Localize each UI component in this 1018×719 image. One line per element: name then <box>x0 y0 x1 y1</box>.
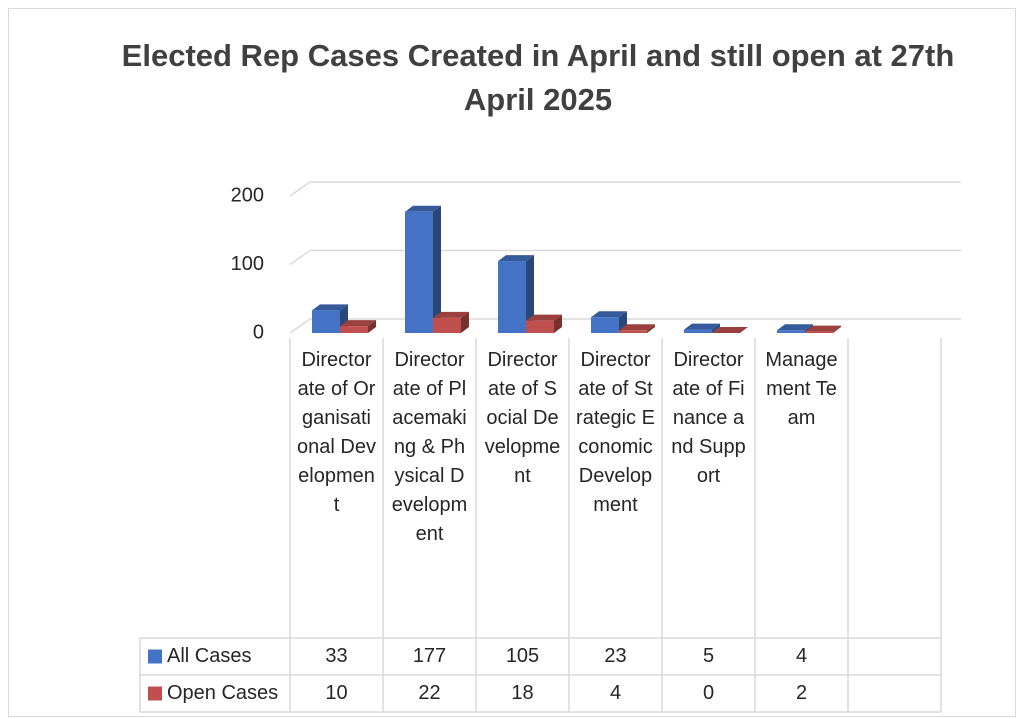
table-value: 4 <box>610 682 621 704</box>
bar-front <box>805 331 833 333</box>
bar-front <box>684 329 712 333</box>
x-tick-label: Directorate of Placemaking & Physical De… <box>391 349 468 545</box>
bar-front <box>433 317 461 333</box>
x-tick-label: Directorate of Organisational Developmen… <box>297 349 376 516</box>
table-value: 10 <box>325 682 347 704</box>
y-tick-label: 200 <box>231 184 264 206</box>
bar <box>340 320 376 333</box>
chart-frame <box>8 8 1016 717</box>
table-value: 4 <box>796 645 807 667</box>
legend-label: All Cases <box>167 645 251 667</box>
legend-key <box>148 649 162 664</box>
table-value: 2 <box>796 682 807 704</box>
legend-label: Open Cases <box>167 682 278 704</box>
bar <box>433 311 469 333</box>
table-value: 33 <box>325 645 347 667</box>
bar-top <box>805 325 841 332</box>
bar <box>619 324 655 333</box>
bar-side <box>433 205 441 333</box>
bar-side <box>712 323 720 333</box>
x-tick-label: Management Team <box>765 349 838 429</box>
bar-side <box>833 325 841 333</box>
table-value: 22 <box>418 682 440 704</box>
bar-top <box>340 320 376 327</box>
table-value: 18 <box>511 682 533 704</box>
bar-side <box>526 255 534 333</box>
bar-top <box>777 324 813 331</box>
table-value: 0 <box>703 682 714 704</box>
bar-side <box>554 314 562 333</box>
bar-top <box>405 205 441 212</box>
x-tick-label: Directorate of Social Development <box>484 349 561 487</box>
table-value: 105 <box>506 645 539 667</box>
y-tick-label: 0 <box>253 321 264 343</box>
bar-top <box>619 324 655 331</box>
bar-top <box>684 323 720 330</box>
bar-front <box>777 330 805 333</box>
bar <box>805 325 841 333</box>
bar-front <box>591 317 619 333</box>
bar <box>684 323 720 333</box>
bar <box>405 205 441 333</box>
bar <box>526 314 562 333</box>
bar-top <box>526 314 562 321</box>
bar-front <box>498 261 526 333</box>
bar-front <box>526 320 554 333</box>
bar-side <box>368 320 376 333</box>
bar-front <box>619 330 647 333</box>
x-tick-label: Directorate of Finance and Support <box>671 349 746 487</box>
bar-front <box>340 326 368 333</box>
bar-front <box>312 310 340 333</box>
bar <box>498 255 534 333</box>
bar-side <box>461 311 469 333</box>
bar <box>712 327 748 333</box>
table-value: 5 <box>703 645 714 667</box>
grid-line <box>289 181 961 197</box>
x-tick-label: Directorate of Strategic Economic Develo… <box>576 349 655 516</box>
table-value: 177 <box>413 645 446 667</box>
chart-title: Elected Rep Cases Created in April and s… <box>121 38 955 117</box>
bar-top <box>712 327 748 333</box>
bar-top <box>591 311 627 318</box>
bar-top <box>312 304 348 311</box>
bar-side <box>647 324 655 333</box>
bar-front <box>405 211 433 333</box>
y-tick-label: 100 <box>231 253 264 275</box>
grid-line <box>289 249 961 266</box>
legend-key <box>148 686 162 701</box>
bar-top <box>498 255 534 262</box>
grid-line <box>289 318 961 334</box>
bar-top <box>433 311 469 318</box>
table-value: 23 <box>604 645 626 667</box>
